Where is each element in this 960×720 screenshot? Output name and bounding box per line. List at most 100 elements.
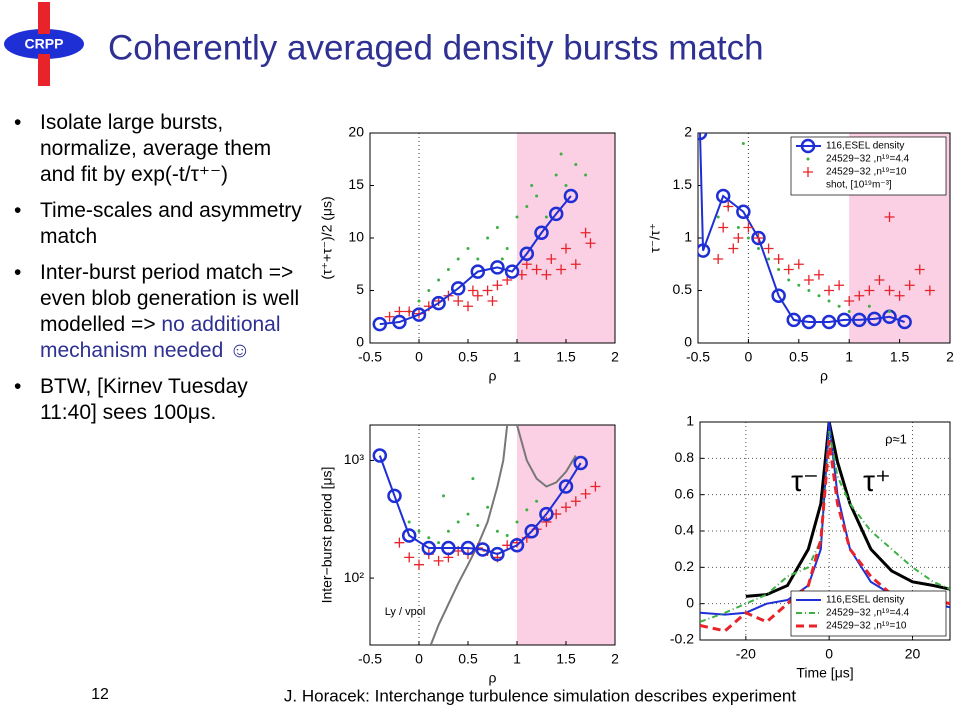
marker-plus (384, 311, 395, 322)
marker-circle (509, 538, 525, 553)
series-line (429, 425, 577, 645)
marker-dot (495, 226, 499, 229)
marker-plus (561, 243, 571, 254)
page-number: 12 (91, 686, 109, 703)
marker-circle (698, 133, 708, 141)
x-tick-label: -20 (736, 646, 756, 662)
annotation: τ⁺ (863, 465, 891, 498)
marker-plus (556, 264, 567, 275)
marker-plus (803, 275, 814, 285)
marker-circle (821, 314, 837, 330)
y-tick-label: 10³ (344, 451, 365, 467)
marker-circle (558, 479, 574, 494)
x-tick-label: 2 (946, 349, 954, 365)
marker-dot (584, 173, 588, 177)
x-axis-label: Time [μs] (796, 665, 853, 681)
logo-center (30, 34, 58, 54)
marker-circle (441, 540, 456, 556)
marker-circle (771, 288, 786, 303)
marker-dot (574, 163, 578, 166)
marker-dot (486, 236, 490, 240)
y-tick-label: -0.2 (670, 631, 694, 647)
slide-title: Coherently averaged density bursts match (108, 28, 764, 67)
marker-plus (487, 296, 498, 306)
marker-plus (904, 280, 915, 291)
marker-dot (544, 215, 548, 219)
series-line (699, 133, 905, 323)
series-line (700, 430, 950, 623)
bullet-text: Time-scales and asymmetry match (40, 199, 302, 248)
bullet-text: Inter-burst period match => even blob ge… (40, 261, 300, 336)
marker-circle (786, 312, 802, 328)
bullet-highlight: no additional mechanism needed ☺ (40, 313, 281, 362)
marker-dot (456, 520, 460, 524)
marker-plus (864, 285, 875, 296)
marker-plus (404, 552, 415, 563)
marker-dot (476, 523, 480, 527)
marker-circle (548, 206, 564, 222)
marker-dot (417, 299, 421, 303)
x-tick-label: 1.5 (556, 651, 576, 667)
marker-circle (490, 260, 505, 275)
series-line (700, 439, 950, 633)
x-tick-label: 0 (745, 349, 753, 365)
plot-frame (697, 132, 951, 344)
marker-plus (463, 301, 473, 312)
marker-circle (751, 230, 766, 246)
marker-plus (590, 481, 601, 492)
marker-plus (914, 264, 925, 275)
marker-plus (492, 280, 503, 291)
marker-plus (561, 502, 571, 513)
marker-circle (475, 542, 490, 557)
marker-plus (482, 285, 493, 296)
x-tick-label: 0 (415, 349, 423, 365)
marker-dot (847, 310, 851, 313)
marker-dot (827, 299, 831, 303)
marker-dot (564, 184, 568, 187)
marker-plus (414, 559, 424, 570)
y-tick-label: 1 (686, 413, 694, 429)
y-tick-label: 2 (684, 124, 692, 140)
marker-plus (728, 243, 739, 254)
marker-dot (777, 268, 781, 271)
marker-dot (427, 536, 431, 540)
y-tick-label: 0.4 (675, 522, 695, 538)
marker-plus (854, 290, 865, 301)
bullet-list: Isolate large bursts, normalize, average… (14, 110, 304, 436)
legend-label: 24529−32 ,n¹⁹=4.4 (826, 608, 910, 619)
x-tick-label: 2 (611, 651, 619, 667)
marker-dot (767, 257, 771, 261)
marker-dot (442, 494, 445, 498)
y-axis-label: τ⁻/τ⁺ (647, 223, 663, 253)
marker-circle (534, 225, 549, 240)
marker-dot (535, 194, 539, 198)
marker-dot (806, 157, 810, 161)
marker-plus (733, 233, 744, 243)
series-line (378, 455, 582, 556)
marker-dot (867, 304, 871, 308)
y-tick-label: 1 (684, 229, 692, 245)
marker-dot (437, 278, 441, 282)
x-tick-label: 2 (611, 349, 619, 365)
legend-label: 116,ESEL density (826, 595, 904, 606)
x-axis-label: ρ (820, 368, 828, 384)
marker-plus (472, 290, 483, 301)
marker-plus (824, 285, 835, 296)
legend-label: 24529−32 ,n¹⁹=4.4 (826, 154, 910, 165)
marker-circle (401, 528, 417, 543)
marker-circle (431, 295, 446, 311)
x-tick-label: 0.5 (789, 349, 809, 365)
bullet-text: Isolate large bursts, normalize, average… (40, 111, 272, 186)
marker-circle (460, 540, 476, 556)
marker-circle (524, 524, 539, 539)
marker-dot (888, 310, 892, 313)
marker-dot (535, 499, 539, 503)
annotation: ρ≈1 (885, 431, 907, 446)
marker-plus (834, 280, 845, 291)
marker-dot (407, 520, 411, 524)
marker-plus (884, 212, 895, 222)
footer-text: J. Horacek: Interchange turbulence simul… (284, 686, 796, 705)
marker-circle (392, 314, 407, 330)
